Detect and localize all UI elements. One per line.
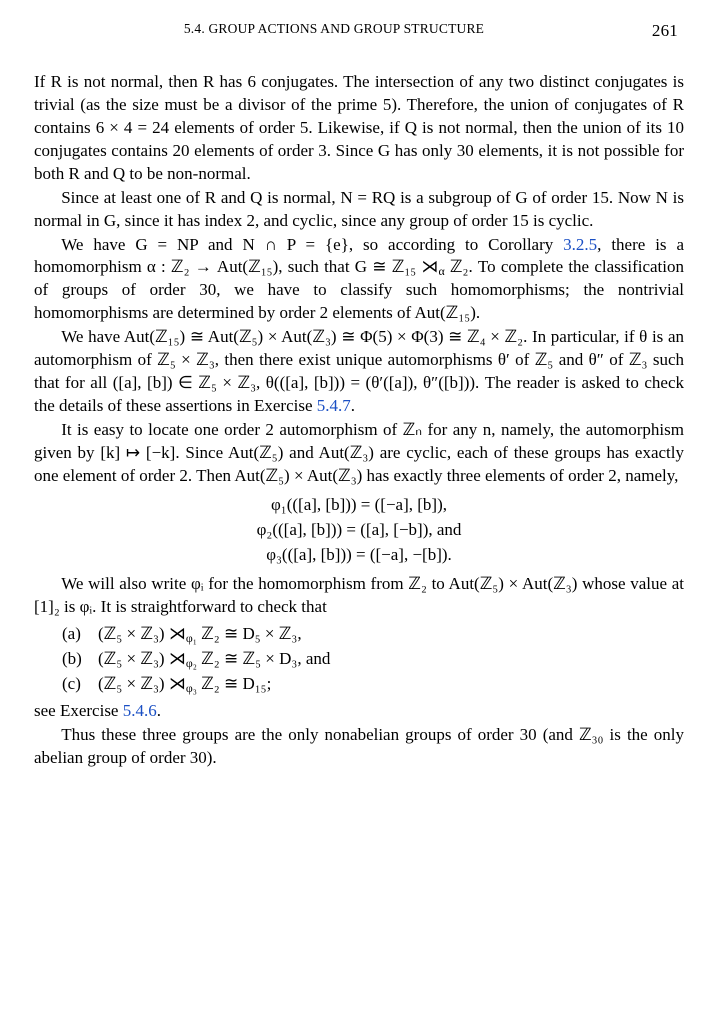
page-number: 261 [628,20,678,43]
item-a-label: (a) [62,623,98,646]
exercise-546-link[interactable]: 5.4.6 [123,701,157,720]
paragraph-3: We have G = NP and N ∩ P = {e}, so accor… [34,234,684,326]
item-a-sub: φ₁ [186,631,197,645]
item-c-1: (ℤ₅ × ℤ₃) ⋊ [98,674,186,693]
item-b-sub: φ₂ [186,656,197,670]
paragraph-4: We have Aut(ℤ₁₅) ≅ Aut(ℤ₅) × Aut(ℤ₃) ≅ Φ… [34,326,684,418]
equation-block: φ₁(([a], [b])) = ([−a], [b]), φ₂(([a], [… [34,494,684,567]
p7-b: . [157,701,161,720]
item-c-label: (c) [62,673,98,696]
p7-a: see Exercise [34,701,123,720]
p4-b: . [351,396,355,415]
eq-phi3: φ₃(([a], [b])) = ([−a], −[b]). [34,544,684,567]
item-b-1: (ℤ₅ × ℤ₃) ⋊ [98,649,186,668]
item-c-sub: φ₃ [186,681,197,695]
section-title: 5.4. GROUP ACTIONS AND GROUP STRUCTURE [40,20,628,43]
item-a-body: (ℤ₅ × ℤ₃) ⋊φ₁ ℤ₂ ≅ D₅ × ℤ₃, [98,623,302,646]
page: 5.4. GROUP ACTIONS AND GROUP STRUCTURE 2… [0,0,718,1024]
exercise-547-link[interactable]: 5.4.7 [317,396,351,415]
paragraph-8: Thus these three groups are the only non… [34,724,684,770]
item-b: (b) (ℤ₅ × ℤ₃) ⋊φ₂ ℤ₂ ≅ ℤ₅ × D₃, and [62,648,684,671]
paragraph-5: It is easy to locate one order 2 automor… [34,419,684,488]
paragraph-7: see Exercise 5.4.6. [34,700,684,723]
item-b-2: ℤ₂ ≅ ℤ₅ × D₃, and [197,649,331,668]
eq-phi2: φ₂(([a], [b])) = ([a], [−b]), and [34,519,684,542]
item-a: (a) (ℤ₅ × ℤ₃) ⋊φ₁ ℤ₂ ≅ D₅ × ℤ₃, [62,623,684,646]
p4-a: We have Aut(ℤ₁₅) ≅ Aut(ℤ₅) × Aut(ℤ₃) ≅ Φ… [34,327,684,415]
p3-a: We have G = NP and N ∩ P = {e}, so accor… [61,235,563,254]
paragraph-6: We will also write φᵢ for the homomorphi… [34,573,684,619]
corollary-link[interactable]: 3.2.5 [563,235,597,254]
paragraph-2: Since at least one of R and Q is normal,… [34,187,684,233]
item-b-body: (ℤ₅ × ℤ₃) ⋊φ₂ ℤ₂ ≅ ℤ₅ × D₃, and [98,648,330,671]
running-head: 5.4. GROUP ACTIONS AND GROUP STRUCTURE 2… [34,20,684,43]
paragraph-1: If R is not normal, then R has 6 conjuga… [34,71,684,186]
eq-phi1: φ₁(([a], [b])) = ([−a], [b]), [34,494,684,517]
item-c-body: (ℤ₅ × ℤ₃) ⋊φ₃ ℤ₂ ≅ D₁₅; [98,673,271,696]
item-c: (c) (ℤ₅ × ℤ₃) ⋊φ₃ ℤ₂ ≅ D₁₅; [62,673,684,696]
item-a-2: ℤ₂ ≅ D₅ × ℤ₃, [197,624,302,643]
item-list: (a) (ℤ₅ × ℤ₃) ⋊φ₁ ℤ₂ ≅ D₅ × ℤ₃, (b) (ℤ₅ … [62,623,684,696]
item-c-2: ℤ₂ ≅ D₁₅; [197,674,271,693]
item-a-1: (ℤ₅ × ℤ₃) ⋊ [98,624,186,643]
item-b-label: (b) [62,648,98,671]
